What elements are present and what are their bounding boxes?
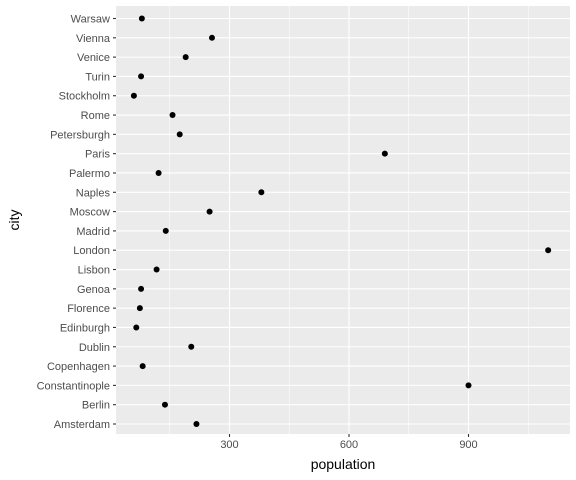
y-tick-label: Stockholm — [59, 91, 110, 103]
data-point — [138, 73, 145, 80]
y-tick-label: Warsaw — [71, 14, 110, 26]
data-point — [545, 247, 552, 254]
minor-grid — [169, 6, 529, 434]
data-point — [193, 421, 200, 427]
x-tick-label: 300 — [220, 439, 238, 451]
y-tick-label: London — [73, 245, 110, 257]
x-axis-title: population — [311, 456, 376, 472]
y-tick-label: Rome — [81, 110, 110, 122]
data-point — [138, 285, 145, 292]
data-point — [155, 169, 162, 176]
y-tick-label: Copenhagen — [47, 361, 110, 373]
data-point — [138, 15, 145, 22]
data-point — [162, 227, 169, 234]
data-point — [176, 131, 183, 138]
data-point — [206, 208, 213, 215]
data-point — [169, 112, 176, 119]
data-point — [208, 34, 215, 41]
x-axis: 300 600 900 — [220, 434, 478, 451]
y-tick-label: Turin — [85, 71, 110, 83]
y-tick-label: Genoa — [77, 284, 111, 296]
y-axis: Amsterdam Berlin Constantinople Copenhagen D… — [37, 14, 116, 431]
data-point — [465, 382, 472, 389]
data-points — [130, 15, 552, 427]
data-point — [381, 150, 388, 157]
plot-panel — [116, 6, 570, 434]
y-tick-label: Palermo — [69, 168, 110, 180]
y-tick-label: Naples — [76, 187, 111, 199]
y-tick-label: Dublin — [79, 342, 110, 354]
y-tick-label: Edinburgh — [60, 322, 110, 334]
y-tick-label: Vienna — [76, 33, 111, 45]
data-point — [130, 92, 137, 99]
data-point — [136, 305, 143, 312]
y-axis-title: city — [6, 210, 22, 231]
data-point — [258, 189, 265, 196]
data-point — [153, 266, 160, 273]
y-tick-label: Amsterdam — [54, 419, 110, 431]
data-point — [161, 401, 168, 408]
y-tick-label: Constantinople — [37, 380, 110, 392]
x-tick-label: 600 — [340, 439, 358, 451]
x-tick-label: 900 — [459, 439, 477, 451]
y-tick-label: Lisbon — [78, 265, 110, 277]
data-point — [188, 343, 195, 350]
y-tick-label: Petersburgh — [50, 129, 110, 141]
data-point — [182, 54, 189, 61]
y-tick-label: Moscow — [70, 207, 110, 219]
y-tick-label: Florence — [67, 303, 110, 315]
y-tick-label: Berlin — [82, 400, 110, 412]
data-point — [139, 363, 146, 370]
y-tick-label: Venice — [77, 52, 110, 64]
y-tick-label: Madrid — [76, 226, 110, 238]
y-tick-label: Paris — [85, 149, 111, 161]
data-point — [133, 324, 140, 331]
